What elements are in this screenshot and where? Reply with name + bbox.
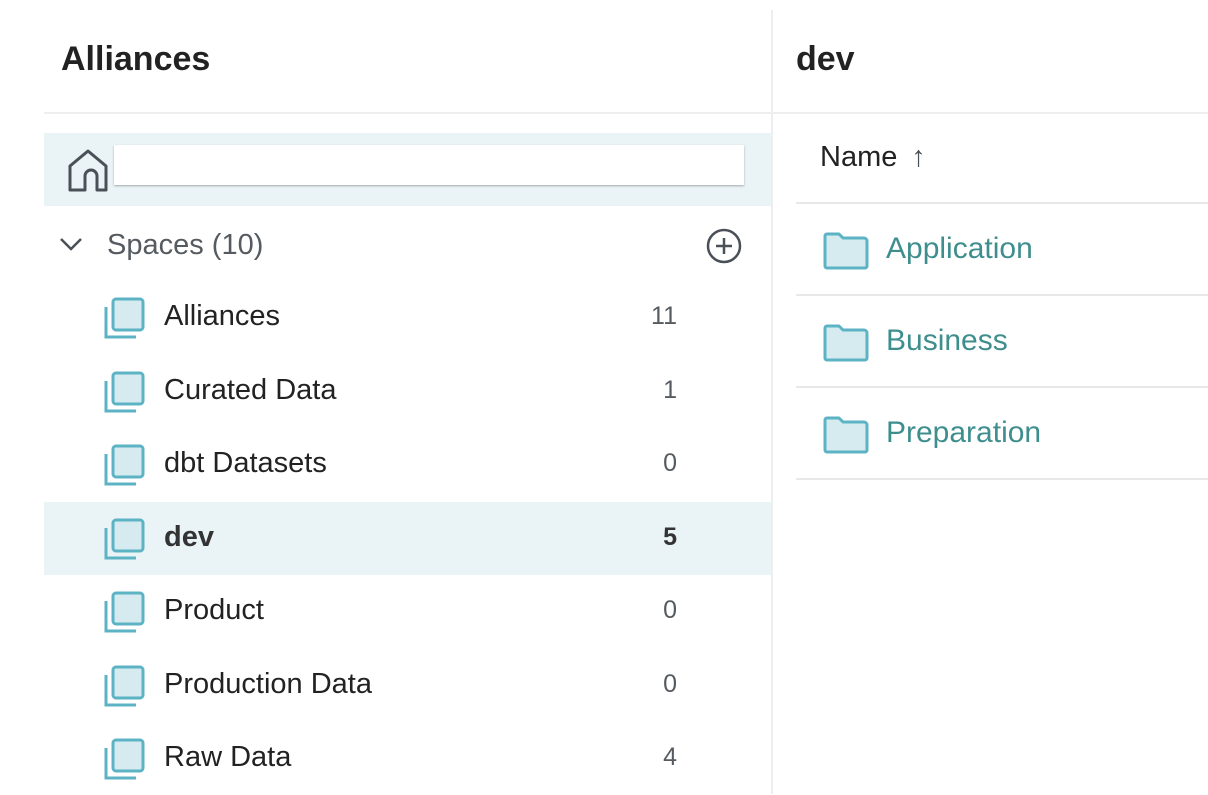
space-count: 1 (663, 375, 677, 404)
space-name: Alliances (164, 300, 281, 332)
space-name: Raw Data (164, 741, 292, 773)
panel-divider (771, 10, 773, 794)
space-item[interactable]: dev 5 (44, 501, 771, 575)
spaces-label: Spaces (10) (107, 229, 264, 261)
space-name: Production Data (164, 667, 372, 700)
folder-name[interactable]: Application (886, 232, 1033, 265)
space-item[interactable]: Product 0 (44, 575, 771, 648)
space-icon (104, 297, 145, 339)
divider (796, 202, 1208, 204)
space-count: 5 (663, 522, 677, 551)
folder-title: dev (796, 40, 855, 78)
space-item[interactable]: Alliances 11 (44, 281, 771, 354)
panel-title: Alliances (61, 40, 211, 78)
sort-ascending-icon: ↑ (911, 141, 926, 173)
divider (44, 112, 771, 114)
plus-circle-icon[interactable] (704, 226, 744, 266)
space-icon (104, 518, 145, 559)
chevron-down-icon[interactable] (58, 234, 84, 254)
space-icon (104, 591, 145, 633)
folder-row[interactable]: Preparation (796, 388, 1208, 480)
column-label: Name (820, 141, 898, 173)
space-name: Product (164, 594, 264, 626)
space-name: dev (164, 520, 214, 553)
folder-icon (823, 232, 869, 270)
space-count: 11 (651, 302, 677, 330)
name-column-header[interactable]: Name ↑ (820, 141, 926, 174)
space-item[interactable]: Curated Data 1 (44, 355, 771, 428)
spaces-section-header[interactable]: Spaces (10) (44, 222, 771, 268)
space-count: 0 (663, 669, 677, 698)
space-item[interactable]: dbt Datasets 0 (44, 428, 771, 501)
folder-name[interactable]: Preparation (886, 416, 1042, 449)
space-count: 4 (663, 743, 677, 771)
space-item[interactable]: Raw Data 4 (44, 722, 771, 795)
space-count: 0 (663, 449, 677, 477)
space-name: dbt Datasets (164, 447, 327, 479)
space-icon (104, 444, 145, 486)
folder-row[interactable]: Business (796, 296, 1208, 388)
space-count: 0 (663, 596, 677, 624)
space-icon (104, 665, 145, 706)
space-icon (104, 371, 145, 412)
redacted-label (114, 145, 744, 185)
folder-icon (823, 324, 869, 362)
folder-row[interactable]: Application (796, 204, 1208, 296)
folder-name[interactable]: Business (886, 324, 1008, 357)
spaces-panel: Alliances Spaces (10) Alliances 11 Curated… (44, 0, 771, 794)
folder-icon (823, 416, 869, 454)
home-icon (68, 149, 108, 192)
home-item[interactable] (44, 133, 771, 206)
space-name: Curated Data (164, 373, 337, 406)
space-icon (104, 738, 145, 780)
divider (773, 112, 1208, 114)
space-item[interactable]: Production Data 0 (44, 649, 771, 722)
